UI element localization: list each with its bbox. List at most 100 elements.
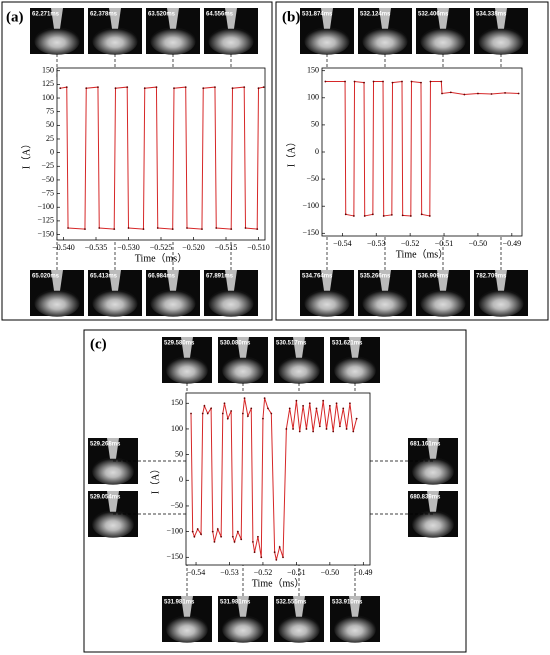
electrode: [109, 270, 121, 291]
thumbnail-label: 67.891ms: [206, 274, 234, 280]
electrode: [379, 270, 391, 291]
arc-glow: [478, 289, 524, 317]
data-point: [231, 87, 234, 90]
data-point: [262, 417, 264, 420]
electrode: [167, 270, 179, 291]
arc-glow: [150, 27, 196, 55]
x-tick-label: −0.535: [85, 243, 108, 252]
data-point: [201, 412, 204, 415]
data-point: [260, 556, 263, 559]
data-point: [315, 407, 318, 410]
y-tick-label: 50: [175, 449, 183, 458]
x-tick-label: −0.52: [254, 568, 273, 577]
data-point: [463, 93, 466, 96]
data-point: [391, 81, 394, 84]
data-point: [173, 87, 175, 90]
panel-frame: [275, 1, 549, 321]
data-point: [253, 551, 256, 554]
data-point: [292, 428, 294, 430]
panel-label: (a): [6, 9, 24, 25]
data-point: [85, 87, 88, 90]
electrode: [51, 8, 63, 29]
arc-glow: [150, 289, 196, 317]
data-point: [231, 535, 234, 538]
electrode: [321, 8, 333, 29]
thumbnail-label: 531.981ms: [164, 600, 195, 606]
thumbnail-label: 530.080ms: [220, 341, 251, 347]
thumbnail-label: 531.621ms: [332, 341, 363, 347]
data-point: [382, 80, 384, 83]
x-tick-label: −0.54: [333, 239, 352, 248]
data-point: [344, 213, 347, 216]
data-point: [312, 430, 315, 433]
data-point: [449, 91, 452, 94]
electrode: [237, 596, 249, 617]
thumbnail-label: 529.268ms: [90, 442, 121, 448]
data-point: [328, 404, 331, 407]
data-point: [126, 86, 129, 89]
data-point: [420, 81, 422, 84]
x-tick-label: −0.51: [287, 568, 306, 577]
x-tick-label: −0.540: [52, 243, 75, 252]
y-axis-label: I（A）: [149, 464, 161, 495]
electrode: [379, 8, 391, 29]
y-tick-label: −150: [302, 228, 319, 237]
y-tick-label: 50: [46, 120, 54, 129]
data-point: [201, 228, 203, 230]
data-point: [322, 399, 325, 402]
thumbnail-label: 782.709ms: [476, 274, 507, 280]
data-point: [308, 402, 311, 405]
data-point: [257, 535, 259, 538]
data-point: [230, 410, 233, 412]
data-point: [363, 215, 366, 217]
electrode: [109, 8, 121, 29]
data-point: [409, 215, 412, 217]
data-point: [250, 407, 253, 410]
y-tick-label: −100: [302, 201, 319, 210]
electrode: [167, 8, 179, 29]
x-axis-label: Time（ms）: [396, 248, 448, 260]
data-point: [67, 227, 69, 229]
data-point: [275, 558, 278, 561]
panel-frame: [1, 1, 273, 321]
arc-glow: [208, 27, 254, 55]
data-point: [142, 228, 145, 230]
thumbnail-label: 533.910ms: [332, 600, 363, 606]
x-tick-label: −0.49: [354, 568, 373, 577]
electrode: [495, 8, 507, 29]
thumbnail-label: 536.909ms: [418, 274, 449, 280]
data-point: [246, 415, 249, 418]
data-point: [113, 228, 116, 230]
arc-glow: [222, 356, 264, 384]
data-point: [285, 428, 288, 430]
thumbnail-label: 531.874ms: [302, 12, 333, 18]
arc-glow: [412, 510, 454, 538]
data-point: [335, 402, 338, 405]
data-point: [352, 430, 355, 433]
y-tick-label: −100: [37, 202, 54, 211]
thumbnail-label: 534.338ms: [476, 12, 507, 18]
data-point: [401, 214, 404, 217]
y-tick-label: 150: [171, 398, 183, 407]
electrode: [181, 596, 193, 617]
electrode: [225, 8, 237, 29]
thumbnail-label: 66.984ms: [148, 274, 176, 280]
data-point: [318, 425, 321, 428]
electrode: [495, 270, 507, 291]
y-tick-label: −25: [41, 161, 54, 170]
data-point: [98, 227, 101, 229]
arc-glow: [92, 289, 138, 317]
arc-glow: [334, 356, 376, 384]
data-point: [97, 86, 99, 89]
data-point: [429, 80, 432, 83]
data-point: [420, 213, 423, 216]
data-point: [84, 228, 86, 230]
arc-glow: [208, 289, 254, 317]
data-point: [59, 87, 62, 90]
thumbnail-label: 681.161ms: [410, 442, 441, 448]
thumbnail-label: 65.020ms: [32, 274, 60, 280]
arc-glow: [92, 457, 134, 485]
data-point: [184, 86, 187, 89]
data-point: [114, 87, 117, 90]
data-point: [298, 430, 301, 433]
